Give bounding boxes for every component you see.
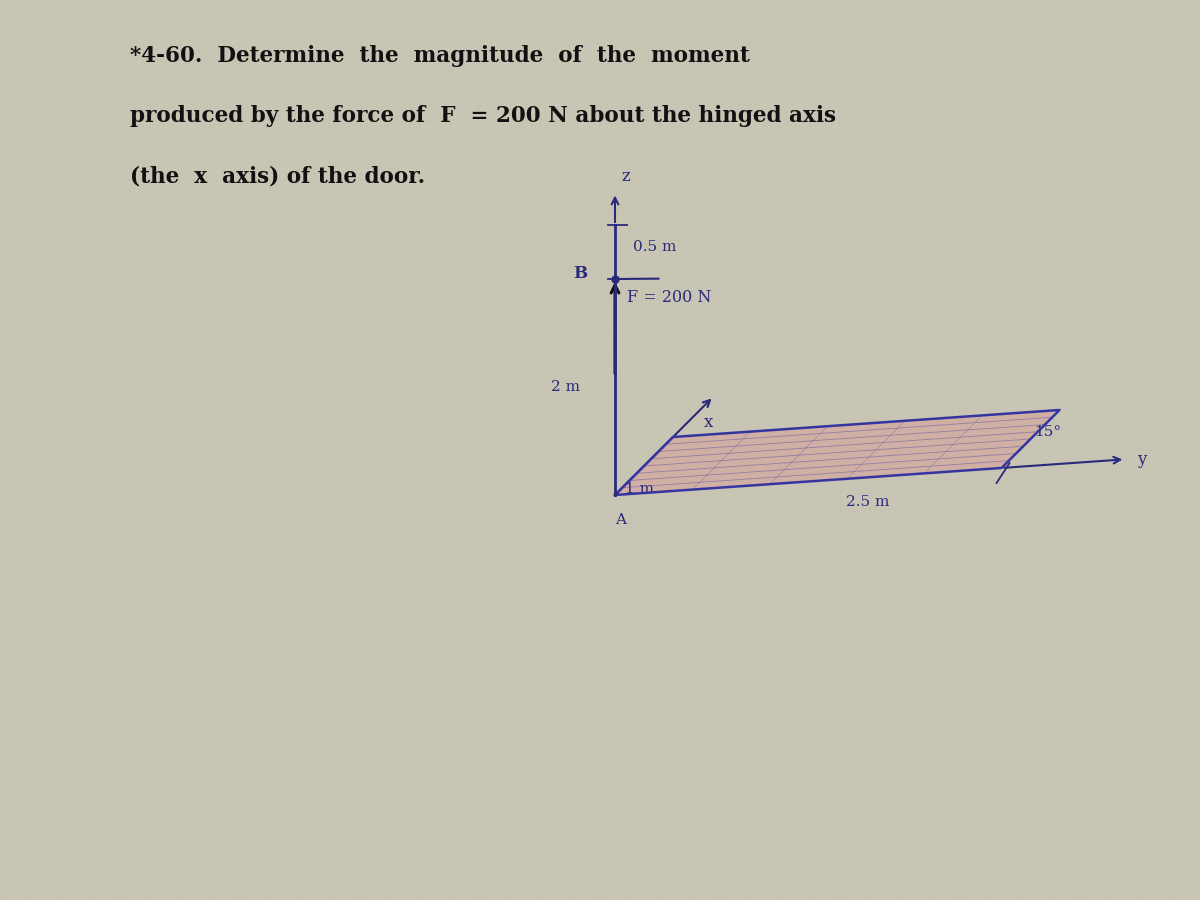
Text: 2 m: 2 m [551,380,580,394]
Text: B: B [572,266,587,283]
Text: F = 200 N: F = 200 N [628,289,712,306]
Text: 15°: 15° [1034,425,1061,439]
Polygon shape [616,410,1060,495]
Text: 1 m: 1 m [625,482,654,496]
Text: produced by the force of  F  = 200 N about the hinged axis: produced by the force of F = 200 N about… [130,105,836,127]
Text: z: z [622,167,630,184]
Text: *4-60.  Determine  the  magnitude  of  the  moment: *4-60. Determine the magnitude of the mo… [130,45,750,67]
Text: A: A [616,513,626,527]
Text: y: y [1138,451,1147,468]
Text: 0.5 m: 0.5 m [634,240,677,254]
Text: x: x [704,414,713,431]
Text: 2.5 m: 2.5 m [846,495,890,508]
Text: (the  x  axis) of the door.: (the x axis) of the door. [130,165,425,187]
